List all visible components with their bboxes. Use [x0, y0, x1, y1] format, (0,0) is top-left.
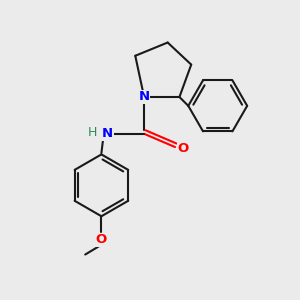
- Text: H: H: [88, 126, 97, 139]
- Text: N: N: [102, 127, 113, 140]
- Text: O: O: [178, 142, 189, 155]
- Text: N: N: [139, 91, 150, 103]
- Text: O: O: [96, 233, 107, 246]
